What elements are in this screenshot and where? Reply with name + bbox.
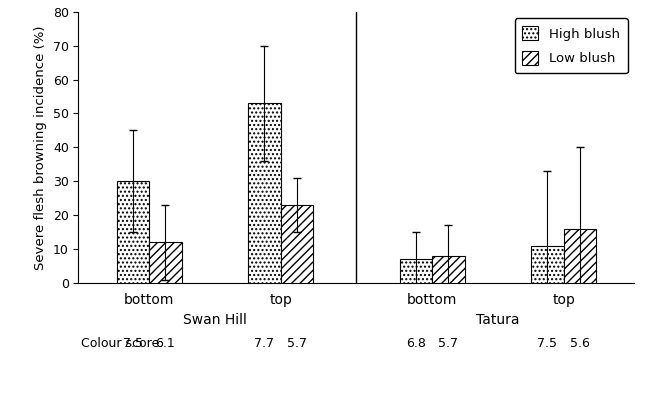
Text: Swan Hill: Swan Hill: [183, 314, 247, 327]
Bar: [564, 229, 596, 283]
Text: 7.5: 7.5: [123, 337, 143, 350]
Text: 5.7: 5.7: [287, 337, 307, 350]
Bar: [149, 242, 182, 283]
Text: 5.7: 5.7: [438, 337, 458, 350]
Text: Colour score:: Colour score:: [80, 337, 163, 350]
Bar: [249, 103, 281, 283]
Text: 6.8: 6.8: [406, 337, 426, 350]
Text: 5.6: 5.6: [570, 337, 590, 350]
Text: 7.5: 7.5: [538, 337, 557, 350]
Bar: [117, 181, 149, 283]
Text: 6.1: 6.1: [156, 337, 175, 350]
Y-axis label: Severe flesh browning incidence (%): Severe flesh browning incidence (%): [34, 25, 47, 270]
Legend: High blush, Low blush: High blush, Low blush: [515, 18, 628, 73]
Text: 7.7: 7.7: [254, 337, 275, 350]
Bar: [281, 205, 313, 283]
Bar: [432, 256, 464, 283]
Bar: [400, 259, 432, 283]
Bar: [531, 246, 564, 283]
Text: Tatura: Tatura: [476, 314, 520, 327]
